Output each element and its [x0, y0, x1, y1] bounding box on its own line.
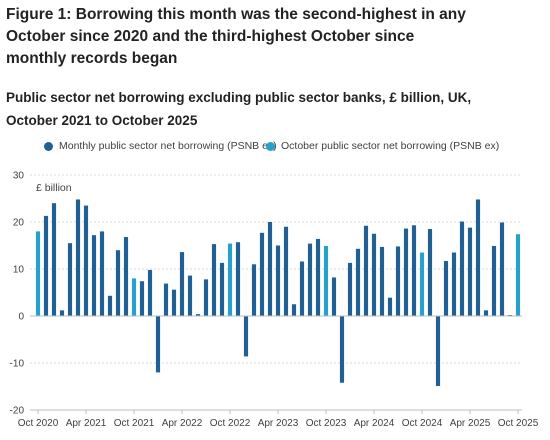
bar-monthly	[387, 297, 393, 316]
bar-monthly	[211, 244, 217, 316]
bar-chart: 30 20 10 0 -10 -20 £ billion Oct 2020 Apr 2021 Oc…	[10, 171, 539, 430]
legend-label-october: October public sector net borrowing (PSN…	[281, 140, 500, 152]
y-tick-label: 0	[18, 312, 24, 323]
bar-monthly	[379, 246, 385, 316]
x-tick-label: Apr 2023	[258, 418, 299, 429]
x-tick-label: Oct 2021	[114, 418, 155, 429]
bar-monthly	[299, 261, 305, 316]
bar-monthly	[475, 199, 481, 316]
bar-monthly	[235, 242, 241, 316]
bar-monthly	[459, 221, 465, 316]
y-tick-label: 10	[13, 265, 25, 276]
legend-label-monthly: Monthly public sector net borrowing (PSN…	[59, 140, 277, 152]
bar-monthly	[307, 243, 313, 316]
bar-monthly	[499, 222, 505, 316]
y-tick-label: -10	[10, 359, 25, 370]
bar-monthly	[251, 264, 257, 316]
x-tick-label: Oct 2022	[210, 418, 251, 429]
bar-monthly	[195, 314, 201, 316]
bar-monthly	[139, 281, 145, 316]
bar-monthly	[67, 243, 73, 316]
bar-monthly	[427, 229, 433, 316]
x-tick-label: Oct 2020	[18, 418, 59, 429]
x-tick-label: Apr 2021	[66, 418, 107, 429]
bar-monthly	[283, 226, 289, 316]
bar-monthly	[483, 310, 489, 316]
x-tick-label: Apr 2024	[354, 418, 395, 429]
bar-monthly	[43, 215, 49, 316]
bar-monthly	[267, 222, 273, 316]
bar-monthly	[443, 261, 449, 316]
bar-monthly	[275, 245, 281, 316]
bar-monthly	[315, 238, 321, 316]
bar-monthly	[347, 262, 353, 316]
bar-october	[419, 252, 425, 316]
bar-october	[323, 245, 329, 316]
bar-monthly	[411, 225, 417, 316]
legend-swatch-october	[266, 141, 275, 151]
bar-monthly	[99, 231, 105, 316]
x-tick-label: Apr 2022	[162, 418, 203, 429]
legend-swatch-monthly	[44, 141, 53, 151]
legend-item-monthly: Monthly public sector net borrowing (PSN…	[44, 140, 277, 152]
bar-monthly	[403, 228, 409, 316]
bar-monthly	[435, 316, 441, 387]
x-tick-label: Oct 2023	[306, 418, 347, 429]
bar-monthly	[115, 250, 121, 316]
chart-legend: Monthly public sector net borrowing (PSN…	[44, 140, 544, 156]
bar-monthly	[59, 310, 65, 316]
bar-monthly	[171, 289, 177, 316]
y-tick-label: 30	[13, 171, 25, 182]
bar-monthly	[355, 248, 361, 316]
x-tick-label: Oct 2025	[498, 418, 539, 429]
bar-october	[515, 234, 521, 316]
bar-monthly	[187, 275, 193, 316]
axes	[30, 315, 522, 414]
bar-monthly	[371, 233, 377, 316]
bar-october	[131, 278, 137, 316]
y-tick-label: -20	[10, 406, 25, 417]
bar-monthly	[91, 235, 97, 316]
bar-monthly	[75, 199, 81, 316]
y-axis-unit-label: £ billion	[36, 182, 72, 194]
tick-labels: 30 20 10 0 -10 -20 £ billion Oct 2020 Apr 2021 Oc…	[10, 171, 539, 430]
x-tick-label: Apr 2025	[450, 418, 491, 429]
bar-monthly	[83, 205, 89, 316]
figure-title: Figure 1: Borrowing this month was the s…	[6, 6, 466, 67]
bar-monthly	[219, 262, 225, 316]
bar-monthly	[155, 316, 161, 373]
bar-monthly	[451, 252, 457, 316]
x-tick-label: Oct 2024	[402, 418, 443, 429]
figure-subtitle: Public sector net borrowing excluding pu…	[6, 90, 472, 128]
bar-monthly	[339, 316, 345, 383]
bar-october	[35, 231, 41, 316]
bar-monthly	[243, 316, 249, 357]
y-tick-label: 20	[13, 218, 25, 229]
legend-item-october: October public sector net borrowing (PSN…	[266, 140, 499, 152]
bar-monthly	[395, 246, 401, 316]
bar-monthly	[107, 295, 113, 316]
bar-monthly	[467, 227, 473, 316]
bar-monthly	[363, 225, 369, 316]
bars	[35, 199, 521, 387]
bar-monthly	[259, 232, 265, 316]
bar-monthly	[203, 279, 209, 316]
bar-monthly	[147, 269, 153, 316]
bar-monthly	[291, 304, 297, 316]
bar-monthly	[123, 237, 129, 316]
bar-monthly	[163, 283, 169, 316]
bar-monthly	[331, 277, 337, 316]
bar-october	[227, 243, 233, 316]
bar-monthly	[491, 245, 497, 316]
bar-monthly	[51, 203, 57, 316]
bar-monthly	[179, 252, 185, 316]
